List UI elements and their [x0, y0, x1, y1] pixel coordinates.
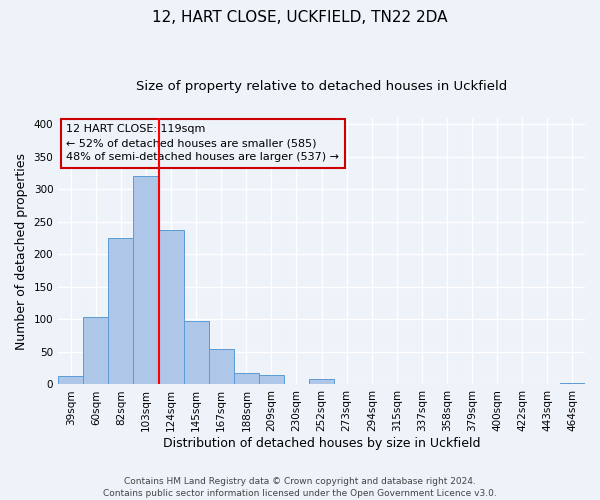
Bar	[158, 230, 184, 384]
Text: 12, HART CLOSE, UCKFIELD, TN22 2DA: 12, HART CLOSE, UCKFIELD, TN22 2DA	[152, 10, 448, 25]
Bar	[234, 374, 259, 384]
Bar	[83, 318, 109, 384]
Y-axis label: Number of detached properties: Number of detached properties	[15, 152, 28, 350]
Text: Contains HM Land Registry data © Crown copyright and database right 2024.
Contai: Contains HM Land Registry data © Crown c…	[103, 476, 497, 498]
Bar	[560, 382, 585, 384]
Text: 12 HART CLOSE: 119sqm
← 52% of detached houses are smaller (585)
48% of semi-det: 12 HART CLOSE: 119sqm ← 52% of detached …	[66, 124, 339, 162]
Bar	[184, 322, 209, 384]
Bar	[133, 176, 158, 384]
Bar	[309, 378, 334, 384]
Bar	[259, 376, 284, 384]
Bar	[58, 376, 83, 384]
X-axis label: Distribution of detached houses by size in Uckfield: Distribution of detached houses by size …	[163, 437, 481, 450]
Bar	[209, 350, 234, 384]
Bar	[109, 238, 133, 384]
Title: Size of property relative to detached houses in Uckfield: Size of property relative to detached ho…	[136, 80, 507, 93]
